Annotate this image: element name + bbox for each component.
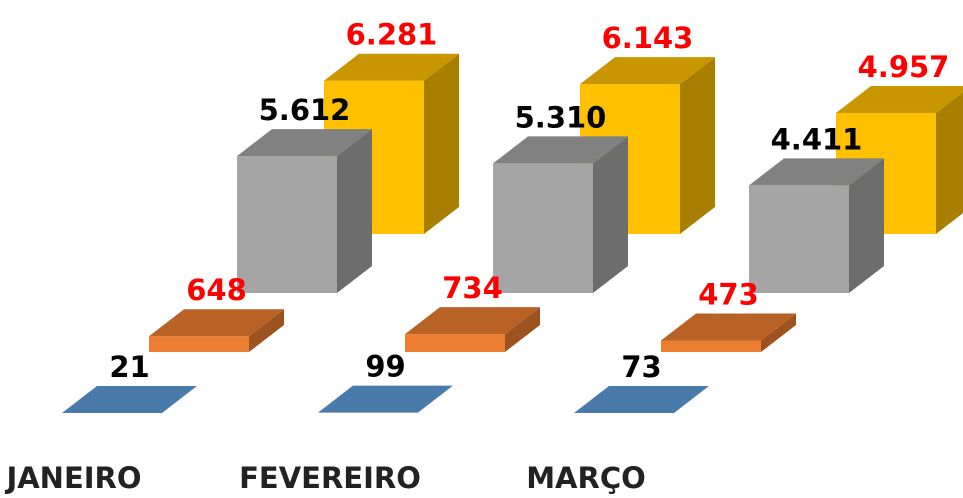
bar-side-face: [337, 129, 372, 293]
bar-top-face: [493, 136, 628, 164]
bar-front-face: [405, 334, 505, 352]
bar-front-face: [149, 336, 249, 352]
bar-front-face: [237, 156, 337, 293]
bar-top-face: [580, 57, 715, 85]
bar-top-face: [324, 53, 459, 81]
bar-top-face: [574, 386, 709, 413]
bar-2-1: [149, 309, 284, 352]
bar-top-face: [318, 385, 453, 413]
bar-1-2: [318, 385, 453, 413]
category-label-1: JANEIRO: [4, 461, 141, 495]
bar-top-face: [836, 86, 963, 114]
bar-top-face: [661, 313, 796, 341]
bar-top-face: [405, 307, 540, 335]
bar-side-face: [505, 307, 540, 352]
category-label-3: MARÇO: [526, 461, 646, 495]
bar-1-3: [574, 386, 709, 413]
bar-side-face: [849, 158, 884, 293]
bar-top-face: [149, 309, 284, 337]
value-label-4-3: 4.957: [858, 50, 950, 84]
bar-side-face: [680, 57, 715, 234]
category-label-2: FEVEREIRO: [239, 461, 421, 495]
bar-top-face: [749, 158, 884, 186]
value-label-2-2: 734: [442, 271, 503, 305]
bar-2-3: [661, 313, 796, 352]
value-label-1-2: 99: [365, 350, 405, 384]
category-labels-layer: JANEIRO FEVEREIRO MARÇO: [4, 461, 645, 495]
bar-front-face: [749, 185, 849, 293]
bar-2-2: [405, 307, 540, 352]
bar-top-face: [237, 129, 372, 157]
bar-front-face: [661, 340, 761, 352]
value-label-2-3: 473: [698, 277, 759, 311]
bar-side-face: [424, 53, 459, 235]
bar-side-face: [593, 136, 628, 293]
value-label-3-3: 4.411: [771, 122, 863, 156]
bar-front-face: [493, 163, 593, 293]
value-label-3-2: 5.310: [515, 100, 607, 134]
bar-side-face: [936, 92, 963, 234]
value-label-3-1: 5.612: [259, 93, 351, 127]
value-label-4-1: 6.281: [346, 18, 438, 52]
bar-3-1: [237, 129, 372, 293]
value-label-2-1: 648: [186, 273, 247, 307]
bars-layer: [62, 53, 963, 413]
value-label-1-3: 73: [621, 350, 661, 384]
bar-1-1: [62, 386, 197, 413]
bar-side-face: [249, 309, 284, 352]
value-label-1-1: 21: [109, 350, 149, 384]
bar-3-2: [493, 136, 628, 293]
bar-side-face: [761, 313, 796, 352]
bar-3-3: [749, 158, 884, 293]
bar-top-face: [62, 386, 197, 413]
value-labels-layer: 6.281 6.143 4.957 5.612 5.310 4.411 648 734 473 2…: [109, 18, 949, 384]
value-label-4-2: 6.143: [602, 21, 694, 55]
